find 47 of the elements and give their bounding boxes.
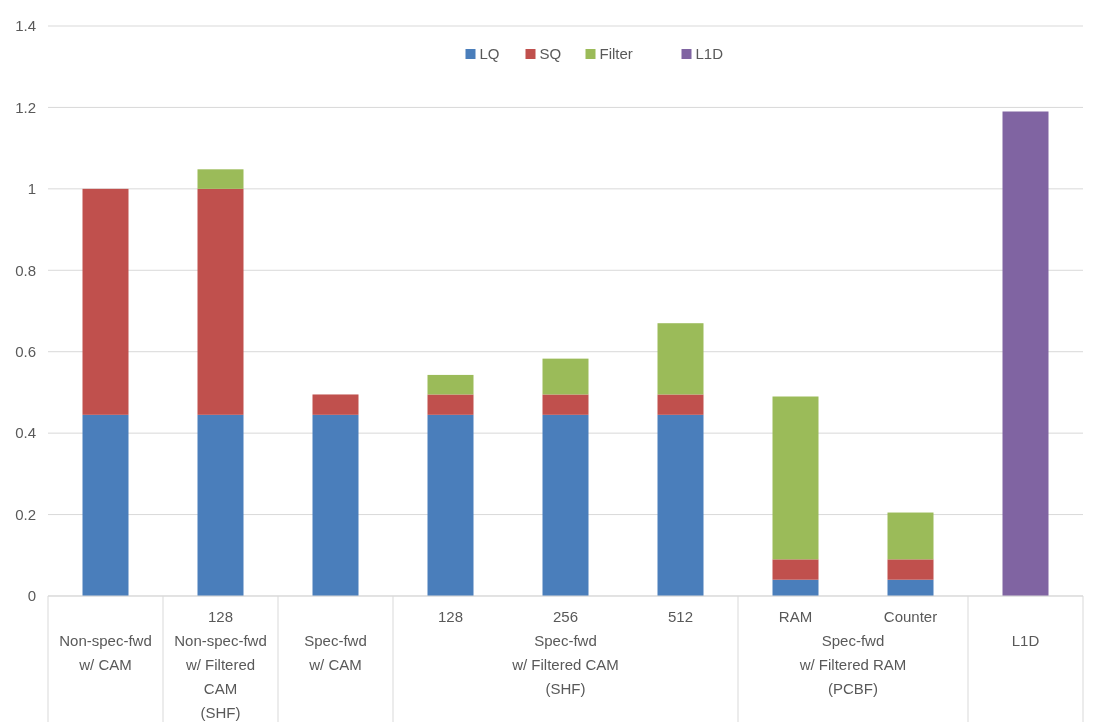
bar [197,169,244,189]
bar [542,358,589,395]
legend-label: LQ [479,45,500,63]
bar [542,414,589,596]
text: Spec-fwd w/ Filtered CAM (SHF) [511,632,619,697]
text: Non-spec-fwd w/ CAM [59,632,152,673]
bar [887,559,934,580]
x-tick-label: RAM [778,608,813,625]
bar [772,559,819,580]
text: Spec-fwd w/ Filtered RAM (PCBF) [798,632,907,697]
bar [312,414,359,596]
y-tick-label: 1.4 [15,17,36,35]
bar [772,579,819,596]
text: Spec-fwd w/ CAM [304,632,367,673]
bar [427,394,474,415]
bar [82,188,129,415]
bar [312,394,359,415]
x-tick-label: 512 [667,608,694,625]
bar [197,188,244,415]
bar [887,512,934,560]
y-tick-label: 0.8 [15,261,36,279]
x-tick-label: 256 [552,608,579,625]
bar [1002,111,1049,596]
y-tick-label: 0.2 [15,505,36,523]
bar [657,394,704,415]
legend-label: Filter [599,45,633,63]
x-tick-label: 128 [437,608,464,625]
legend-label: SQ [539,45,562,63]
y-tick-label: 0.6 [15,342,36,360]
bar [657,323,704,395]
x-tick-label: Counter [883,608,938,625]
bar [427,414,474,596]
bar [427,374,474,395]
bar [887,579,934,596]
bar [772,396,819,560]
bar [82,414,129,596]
text: L1D [1011,632,1040,649]
bar [657,414,704,596]
bar [197,414,244,596]
y-tick-label: 1 [27,180,36,198]
x-tick-label: 128 [207,608,234,625]
y-tick-label: 0.4 [15,424,36,442]
y-tick-label: 1.2 [15,98,36,116]
bar [542,394,589,415]
legend-label: L1D [695,45,724,63]
text: Non-spec-fwd w/ Filtered CAM (SHF) [174,632,267,721]
y-tick-label: 0 [27,587,36,605]
